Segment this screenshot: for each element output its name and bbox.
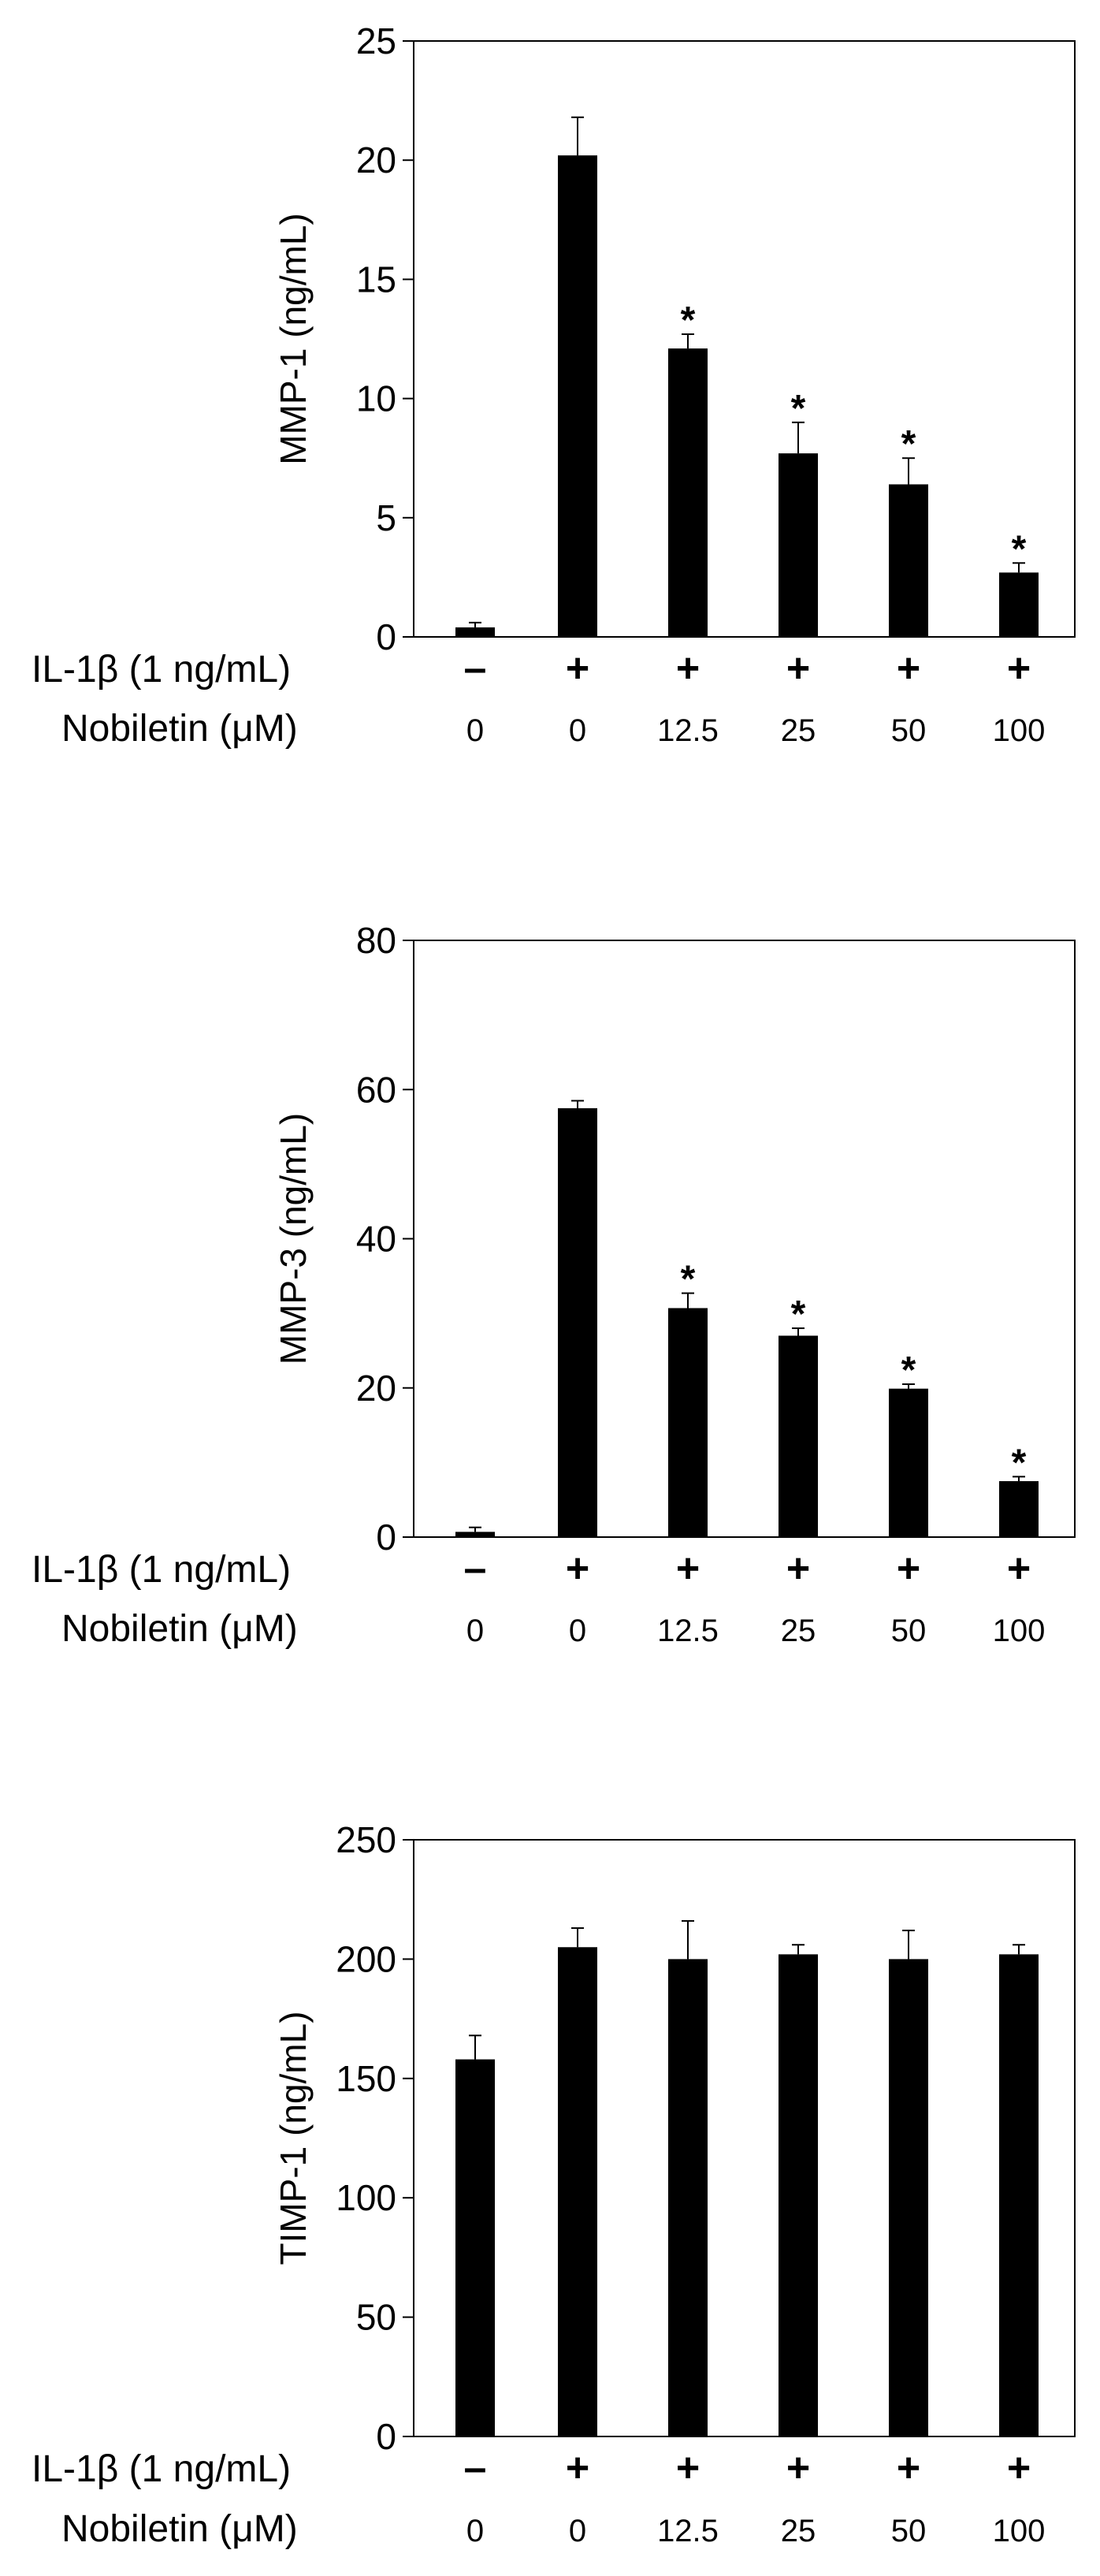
y-tick-label: 80 bbox=[356, 920, 396, 961]
x-tick-label: 0 bbox=[466, 713, 484, 748]
bar bbox=[999, 1481, 1039, 1537]
x-tick-label: 0 bbox=[569, 713, 586, 748]
y-tick-label: 25 bbox=[356, 20, 396, 61]
x-tick-label: 100 bbox=[993, 1614, 1046, 1648]
x-tick-label: 0 bbox=[569, 2514, 586, 2548]
x-tick-label: 25 bbox=[781, 1614, 816, 1648]
il1b-value: + bbox=[786, 1546, 810, 1591]
il1b-row-label: IL-1β (1 ng/mL) bbox=[32, 649, 291, 691]
significance-marker: * bbox=[1012, 528, 1027, 570]
y-axis-label: MMP-3 (ng/mL) bbox=[273, 1113, 314, 1364]
chart-panel-1: 0 5 10 15 20 25 MMP-1 (ng/mL) * * * * IL-1β (1 ng/m… bbox=[32, 20, 1076, 750]
il1b-value: + bbox=[676, 646, 700, 691]
y-tick-label: 150 bbox=[336, 2058, 396, 2099]
il1b-value: + bbox=[1007, 1546, 1031, 1591]
il1b-value: + bbox=[566, 2445, 589, 2491]
il1b-value: + bbox=[566, 1546, 589, 1591]
bar bbox=[999, 572, 1039, 637]
x-tick-label: 0 bbox=[466, 1614, 484, 1648]
y-tick-label: 20 bbox=[356, 140, 396, 181]
significance-marker: * bbox=[901, 423, 916, 465]
y-tick-label: 10 bbox=[356, 378, 396, 419]
bar bbox=[668, 348, 708, 637]
significance-marker: * bbox=[791, 1294, 806, 1335]
bar bbox=[779, 1335, 818, 1537]
y-tick-label: 5 bbox=[376, 497, 396, 538]
bar bbox=[668, 1308, 708, 1537]
y-tick-label: 0 bbox=[376, 2416, 396, 2457]
x-tick-label: 100 bbox=[993, 713, 1046, 748]
bar bbox=[779, 453, 818, 637]
x-tick-label: 25 bbox=[781, 2514, 816, 2548]
il1b-value: + bbox=[566, 646, 589, 691]
il1b-value: – bbox=[464, 1546, 487, 1591]
y-tick-label: 20 bbox=[356, 1368, 396, 1409]
x-tick-label: 50 bbox=[891, 2514, 927, 2548]
significance-marker: * bbox=[791, 388, 806, 430]
plot-frame bbox=[413, 40, 1076, 638]
x-tick-label: 50 bbox=[891, 713, 927, 748]
il1b-row-label: IL-1β (1 ng/mL) bbox=[32, 1549, 291, 1591]
plot-frame bbox=[413, 1839, 1076, 2437]
significance-marker: * bbox=[681, 1259, 696, 1301]
y-tick-label: 40 bbox=[356, 1219, 396, 1260]
x-tick-label: 12.5 bbox=[657, 2514, 719, 2548]
il1b-row-label: IL-1β (1 ng/mL) bbox=[32, 2448, 291, 2490]
y-tick-label: 200 bbox=[336, 1938, 396, 1979]
x-tick-label: 50 bbox=[891, 1614, 927, 1648]
y-axis-label: TIMP-1 (ng/mL) bbox=[273, 2011, 314, 2265]
y-tick-label: 50 bbox=[356, 2297, 396, 2338]
chart-panel-2: 0 20 40 60 80 MMP-3 (ng/mL) * * * * IL-1β (1 ng/mL… bbox=[32, 920, 1076, 1650]
y-tick-label: 250 bbox=[336, 1819, 396, 1860]
x-tick-label: 0 bbox=[569, 1614, 586, 1648]
x-tick-label: 0 bbox=[466, 2514, 484, 2548]
y-tick-label: 100 bbox=[336, 2177, 396, 2218]
bar bbox=[455, 2059, 495, 2436]
il1b-value: + bbox=[676, 2445, 700, 2491]
bar bbox=[889, 1388, 928, 1537]
bar bbox=[779, 1954, 818, 2436]
il1b-value: – bbox=[464, 2445, 487, 2491]
il1b-value: + bbox=[897, 646, 920, 691]
bar bbox=[455, 627, 495, 637]
y-tick-label: 0 bbox=[376, 616, 396, 657]
bar bbox=[668, 1959, 708, 2436]
significance-marker: * bbox=[1012, 1442, 1027, 1483]
y-axis-label: MMP-1 (ng/mL) bbox=[273, 213, 314, 464]
il1b-value: + bbox=[897, 1546, 920, 1591]
nobiletin-row-label: Nobiletin (μM) bbox=[61, 2508, 298, 2550]
bar bbox=[558, 1947, 597, 2436]
il1b-value: + bbox=[786, 2445, 810, 2491]
il1b-value: + bbox=[1007, 646, 1031, 691]
bar bbox=[455, 1532, 495, 1537]
significance-marker: * bbox=[901, 1349, 916, 1391]
x-tick-label: 100 bbox=[993, 2514, 1046, 2548]
bar bbox=[558, 155, 597, 638]
y-tick-label: 15 bbox=[356, 259, 396, 300]
il1b-value: + bbox=[786, 646, 810, 691]
bar bbox=[889, 1959, 928, 2436]
il1b-value: – bbox=[464, 646, 487, 691]
plot-frame bbox=[413, 940, 1076, 1538]
nobiletin-row-label: Nobiletin (μM) bbox=[61, 708, 298, 750]
il1b-value: + bbox=[1007, 2445, 1031, 2491]
x-tick-label: 12.5 bbox=[657, 713, 719, 748]
nobiletin-row-label: Nobiletin (μM) bbox=[61, 1608, 298, 1650]
bar bbox=[889, 484, 928, 637]
significance-marker: * bbox=[681, 300, 696, 341]
bar bbox=[999, 1954, 1039, 2436]
il1b-value: + bbox=[897, 2445, 920, 2491]
y-tick-label: 0 bbox=[376, 1517, 396, 1558]
y-tick-label: 60 bbox=[356, 1069, 396, 1110]
bar bbox=[558, 1107, 597, 1537]
il1b-value: + bbox=[676, 1546, 700, 1591]
x-tick-label: 25 bbox=[781, 713, 816, 748]
x-tick-label: 12.5 bbox=[657, 1614, 719, 1648]
